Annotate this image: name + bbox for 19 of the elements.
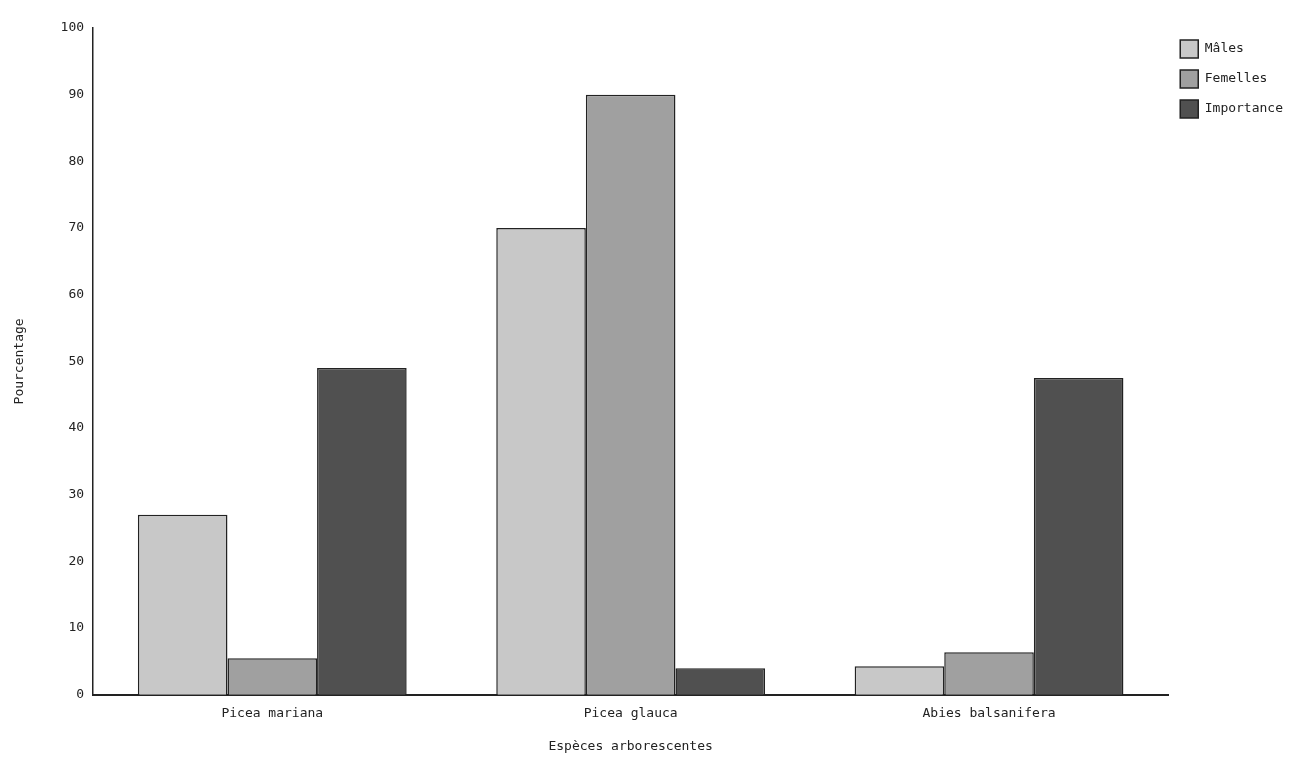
y-tick-label: 80 [68, 152, 85, 168]
y-tick-label: 10 [68, 619, 85, 635]
y-tick-label: 50 [68, 352, 85, 368]
legend-label: Femelles [1204, 70, 1268, 86]
y-axis-title: Pourcentage [11, 318, 27, 405]
y-tick-label: 100 [60, 19, 85, 35]
y-tick-label: 20 [68, 552, 85, 568]
y-tick-label: 0 [76, 686, 85, 702]
x-tick-label: Picea glauca [583, 704, 678, 720]
y-tick-label: 30 [68, 486, 85, 502]
x-tick-label: Abies balsanifera [922, 704, 1056, 720]
y-tick-label: 70 [68, 219, 85, 235]
y-tick-label: 40 [68, 419, 85, 435]
y-tick-label: 90 [68, 86, 85, 102]
legend-label: Importance [1204, 100, 1284, 116]
y-tick-label: 60 [68, 286, 85, 302]
x-tick-label: Picea mariana [221, 704, 324, 720]
legend-label: Mâles [1204, 40, 1244, 56]
x-axis-title: Espèces arborescentes [548, 737, 713, 753]
